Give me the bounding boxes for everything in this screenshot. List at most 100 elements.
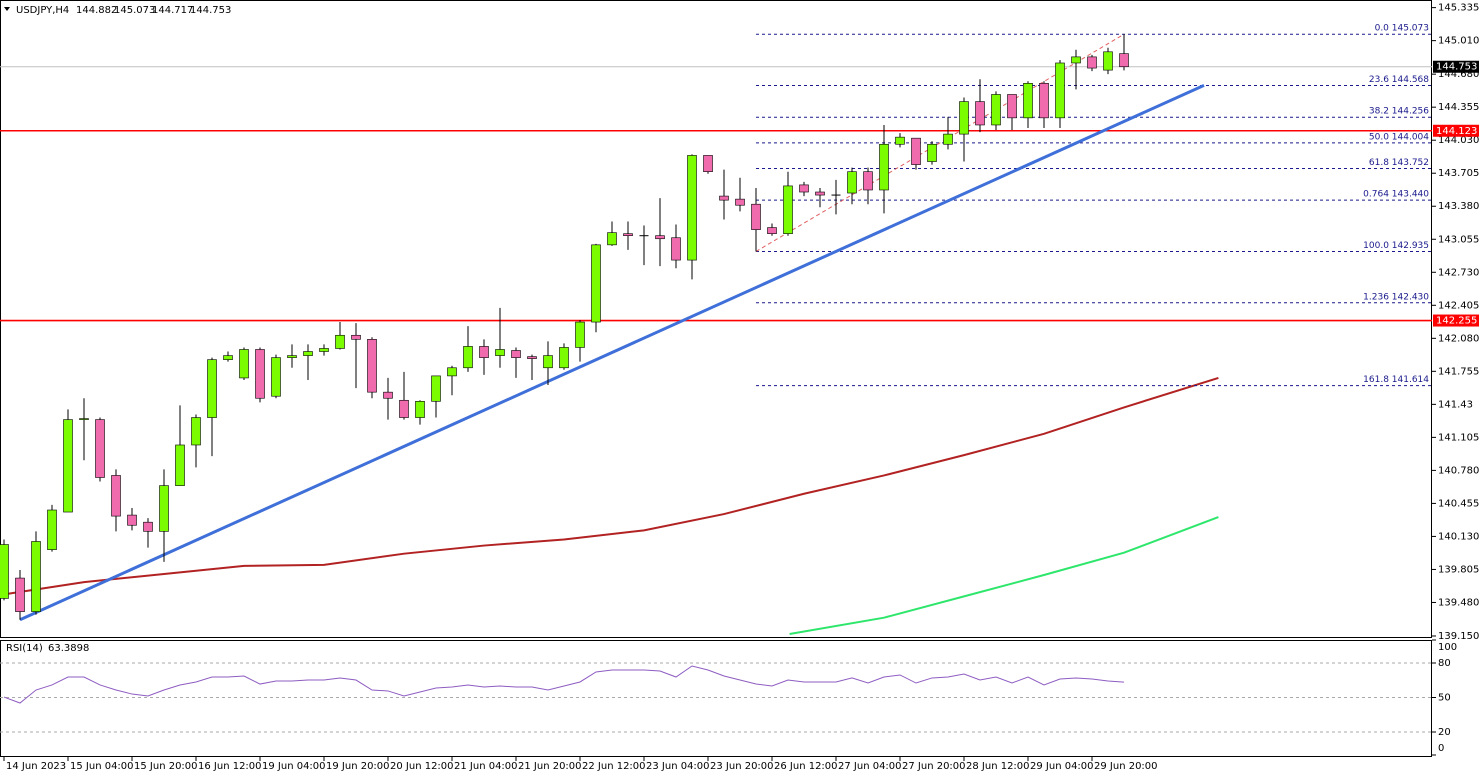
candle-body <box>943 133 953 145</box>
rsi-y-tick-label: 50 <box>1438 693 1451 704</box>
candle-body <box>31 541 41 612</box>
price-plot: 0.0 145.073 23.6 144.568 38.2 144.256 50.0 … <box>0 24 1432 635</box>
current-price-label: 144.753 <box>1436 62 1477 73</box>
header-low: 144.717 <box>152 5 193 16</box>
y-tick-label: 145.010 <box>1438 36 1479 47</box>
menu-icon <box>4 7 10 11</box>
x-tick-label: 23 Jun 04:00 <box>646 761 710 772</box>
y-tick-label: 142.405 <box>1438 300 1479 311</box>
fib-label: 100.0 142.935 <box>1363 241 1429 251</box>
fib-label: 38.2 144.256 <box>1369 107 1429 117</box>
fib-label: 0.0 145.073 <box>1375 24 1429 34</box>
candle-body <box>351 334 361 340</box>
candle-body <box>879 143 889 191</box>
x-tick-label: 14 Jun 2023 <box>6 761 66 772</box>
candle-body <box>415 400 425 418</box>
fib-label: 61.8 143.752 <box>1369 158 1429 168</box>
candle-body <box>751 203 761 230</box>
candle-body <box>79 418 89 420</box>
x-tick-label: 22 Jun 12:00 <box>582 761 646 772</box>
y-tick-label: 141.105 <box>1438 432 1479 443</box>
candle-body <box>655 235 665 240</box>
candle-body <box>591 244 601 323</box>
x-tick-label: 19 Jun 04:00 <box>262 761 326 772</box>
candle-body <box>511 350 521 358</box>
fib-anchor-line <box>755 33 1125 252</box>
y-tick-label: 145.335 <box>1438 3 1479 14</box>
candle-body <box>991 94 1001 126</box>
y-tick-label: 140.455 <box>1438 498 1479 509</box>
candle-body <box>623 233 633 237</box>
candle-body <box>63 419 73 513</box>
candle-body <box>975 101 985 126</box>
rsi-pane <box>0 640 1432 757</box>
header-high: 145.073 <box>114 5 155 16</box>
candle-body <box>863 171 873 191</box>
candle-body <box>767 227 777 234</box>
overlay: USDJPY,H4 144.882 145.073 144.717 144.75… <box>3 3 1479 772</box>
rsi-value: 63.3898 <box>48 643 89 654</box>
y-tick-label: 139.805 <box>1438 564 1479 575</box>
x-tick-label: 15 Jun 04:00 <box>70 761 134 772</box>
candle-body <box>895 136 905 145</box>
candle-body <box>255 349 265 399</box>
rsi-line <box>3 665 1125 704</box>
candle-body <box>47 509 57 550</box>
x-tick-label: 29 Jun 04:00 <box>1030 761 1094 772</box>
y-tick-label: 144.030 <box>1438 135 1479 146</box>
candle-body <box>815 191 825 196</box>
candle-body <box>1023 83 1033 119</box>
rsi-y-tick-label: 100 <box>1438 642 1457 653</box>
price-box-label: 144.123 <box>1436 126 1477 137</box>
x-tick-label: 28 Jun 12:00 <box>966 761 1030 772</box>
current-price-box <box>1433 60 1479 73</box>
candle-body <box>1007 94 1017 119</box>
candle-body <box>959 101 969 135</box>
candle-body <box>703 155 713 172</box>
candle-body <box>271 357 281 397</box>
x-tick-label: 19 Jun 20:00 <box>326 761 390 772</box>
y-tick-label: 143.380 <box>1438 201 1479 212</box>
candle-body <box>303 351 313 356</box>
candle-body <box>159 485 169 532</box>
candle-body <box>15 577 25 612</box>
x-tick-label: 26 Jun 12:00 <box>774 761 838 772</box>
price-box <box>1433 124 1479 137</box>
header-close: 144.753 <box>190 5 231 16</box>
fib-label: 161.8 141.614 <box>1363 375 1429 385</box>
candle-body <box>143 521 153 532</box>
y-tick-label: 141.43 <box>1438 399 1473 410</box>
x-tick-label: 21 Jun 20:00 <box>518 761 582 772</box>
candle-body <box>607 232 617 246</box>
x-tick-label: 20 Jun 12:00 <box>390 761 454 772</box>
y-tick-label: 142.080 <box>1438 333 1479 344</box>
x-tick-label: 16 Jun 12:00 <box>198 761 262 772</box>
candle-body <box>1071 56 1081 64</box>
candle-body <box>559 347 569 369</box>
candle-body <box>111 475 121 517</box>
rsi-plot <box>0 662 1432 733</box>
candle-body <box>495 349 505 356</box>
candle-body <box>239 349 249 379</box>
symbol: USDJPY,H4 <box>16 5 69 16</box>
candle-body <box>735 198 745 206</box>
candle-body <box>175 444 185 486</box>
fib-label: 1.236 142.430 <box>1363 292 1429 302</box>
candle-body <box>719 195 729 201</box>
trendline <box>19 83 1205 622</box>
candle-body <box>479 346 489 358</box>
x-tick-label: 29 Jun 20:00 <box>1094 761 1158 772</box>
candle-body <box>1103 51 1113 71</box>
y-tick-label: 140.780 <box>1438 465 1479 476</box>
x-tick-label: 15 Jun 20:00 <box>134 761 198 772</box>
candle-body <box>1119 53 1129 68</box>
y-tick-label: 142.730 <box>1438 267 1479 278</box>
y-tick-label: 144.355 <box>1438 102 1479 113</box>
x-tick-label: 21 Jun 04:00 <box>454 761 518 772</box>
candle-body <box>575 321 585 348</box>
fib-label: 23.6 144.568 <box>1369 75 1429 85</box>
rsi-y-tick-label: 80 <box>1438 658 1451 669</box>
candle-body <box>0 544 9 599</box>
candle-body <box>335 334 345 349</box>
